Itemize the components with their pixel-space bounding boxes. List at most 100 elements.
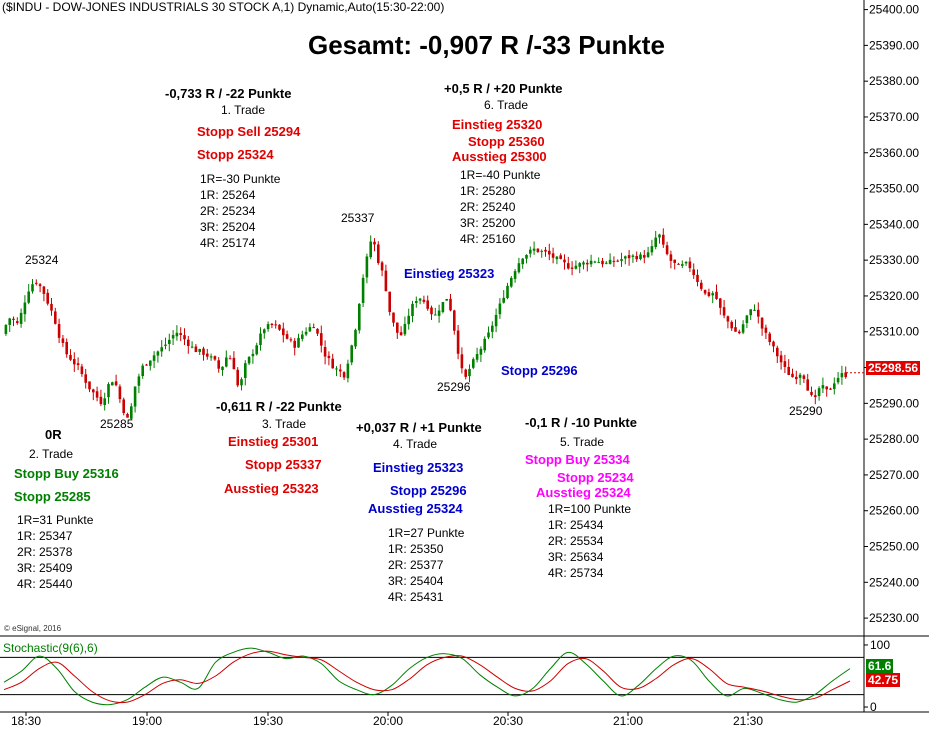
candle-body bbox=[377, 244, 380, 263]
candle-body bbox=[449, 298, 452, 311]
candle-body bbox=[620, 259, 623, 261]
trade1-stop-sell: Stopp Sell 25294 bbox=[197, 124, 301, 139]
trade4-stop: Stopp 25296 bbox=[390, 483, 467, 498]
candle-body bbox=[12, 318, 15, 320]
candle-body bbox=[194, 346, 198, 352]
x-tick-label: 20:00 bbox=[373, 714, 403, 728]
candle-body bbox=[662, 234, 665, 245]
y-tick-label: 25230.00 bbox=[869, 611, 919, 625]
candle-body bbox=[396, 322, 399, 333]
candle-body bbox=[69, 355, 72, 360]
y-tick-label: 25270.00 bbox=[869, 468, 919, 482]
candle-body bbox=[217, 360, 220, 369]
note-stopp: Stopp 25296 bbox=[501, 363, 578, 378]
trade2-result: 0R bbox=[45, 427, 62, 442]
candle-body bbox=[285, 334, 289, 339]
trade1-name: 1. Trade bbox=[221, 103, 266, 117]
candle-body bbox=[494, 314, 498, 327]
candle-body bbox=[696, 274, 699, 283]
candle-body bbox=[749, 309, 752, 316]
candle-body bbox=[650, 246, 654, 253]
candle-body bbox=[430, 307, 433, 315]
trade1-r2: 2R: 25234 bbox=[200, 204, 256, 218]
last-price-tag: 25298.56 bbox=[866, 361, 921, 375]
candle-body bbox=[418, 298, 422, 301]
candle-body bbox=[38, 284, 42, 287]
candle-body bbox=[840, 373, 844, 378]
candle-body bbox=[669, 254, 673, 261]
swing-label-5: 25290 bbox=[789, 404, 823, 418]
candle-body bbox=[422, 299, 426, 302]
candle-body bbox=[293, 340, 296, 348]
candle-body bbox=[639, 254, 642, 260]
candle-body bbox=[175, 332, 179, 337]
y-tick-label: 25290.00 bbox=[869, 396, 919, 410]
candle-body bbox=[282, 328, 285, 336]
candle-body bbox=[331, 358, 334, 369]
candle-body bbox=[23, 302, 27, 315]
candle-body bbox=[350, 345, 353, 363]
y-tick-label: 25320.00 bbox=[869, 289, 919, 303]
candle-body bbox=[407, 315, 410, 325]
candle-body bbox=[700, 282, 703, 289]
candle-body bbox=[605, 262, 608, 264]
candle-body bbox=[643, 255, 646, 258]
candle-body bbox=[164, 344, 167, 346]
candle-body bbox=[776, 347, 779, 357]
trade1-stop: Stopp 25324 bbox=[197, 147, 274, 162]
candle-body bbox=[61, 338, 65, 343]
candle-body bbox=[251, 353, 255, 357]
trade2-r1: 1R: 25347 bbox=[17, 529, 73, 543]
candle-body bbox=[358, 303, 361, 331]
x-tick-label: 19:30 bbox=[253, 714, 283, 728]
candle-body bbox=[308, 327, 312, 332]
candle-body bbox=[753, 309, 756, 311]
candle-body bbox=[202, 348, 205, 355]
trade6-r1: 1R: 25280 bbox=[460, 184, 516, 198]
candle-body bbox=[688, 261, 692, 269]
candle-body bbox=[99, 396, 103, 405]
candle-body bbox=[681, 264, 684, 266]
candle-body bbox=[711, 293, 714, 296]
trade6-stop: Stopp 25360 bbox=[468, 134, 545, 149]
candle-body bbox=[510, 277, 513, 287]
trade4-r1: 1R: 25350 bbox=[388, 542, 444, 556]
candle-body bbox=[426, 300, 429, 309]
candle-body bbox=[320, 333, 323, 346]
trade4-name: 4. Trade bbox=[393, 437, 438, 451]
trade2-r0: 1R=31 Punkte bbox=[17, 513, 94, 527]
candle-body bbox=[844, 372, 847, 378]
y-tick-label: 25280.00 bbox=[869, 432, 919, 446]
candle-body bbox=[692, 269, 695, 276]
candle-body bbox=[806, 379, 809, 391]
candle-body bbox=[354, 329, 357, 347]
candle-body bbox=[631, 255, 635, 257]
candle-body bbox=[760, 317, 764, 329]
y-tick-label: 25380.00 bbox=[869, 74, 919, 88]
candle-body bbox=[814, 395, 817, 398]
candle-body bbox=[46, 292, 49, 304]
candle-body bbox=[601, 260, 604, 265]
candle-body bbox=[342, 372, 346, 378]
candle-body bbox=[247, 356, 251, 364]
candle-body bbox=[548, 250, 551, 255]
trade5-exit: Ausstieg 25324 bbox=[536, 485, 631, 500]
candle-body bbox=[84, 374, 87, 383]
candle-body bbox=[335, 368, 338, 370]
candle-body bbox=[384, 270, 388, 292]
trade2-stop-buy: Stopp Buy 25316 bbox=[14, 466, 119, 481]
trade2-r3: 3R: 25409 bbox=[17, 561, 73, 575]
candle-body bbox=[517, 263, 521, 273]
trade4-r2: 2R: 25377 bbox=[388, 558, 444, 572]
x-tick-label: 20:30 bbox=[493, 714, 523, 728]
candle-body bbox=[738, 331, 741, 334]
y-tick-label: 25340.00 bbox=[869, 217, 919, 231]
x-tick-label: 21:00 bbox=[613, 714, 643, 728]
candle-body bbox=[270, 323, 274, 326]
candle-body bbox=[8, 318, 11, 325]
candle-body bbox=[65, 342, 68, 355]
candle-body bbox=[540, 250, 543, 252]
candle-body bbox=[278, 324, 281, 330]
candle-body bbox=[213, 356, 217, 360]
candle-body bbox=[810, 391, 813, 395]
